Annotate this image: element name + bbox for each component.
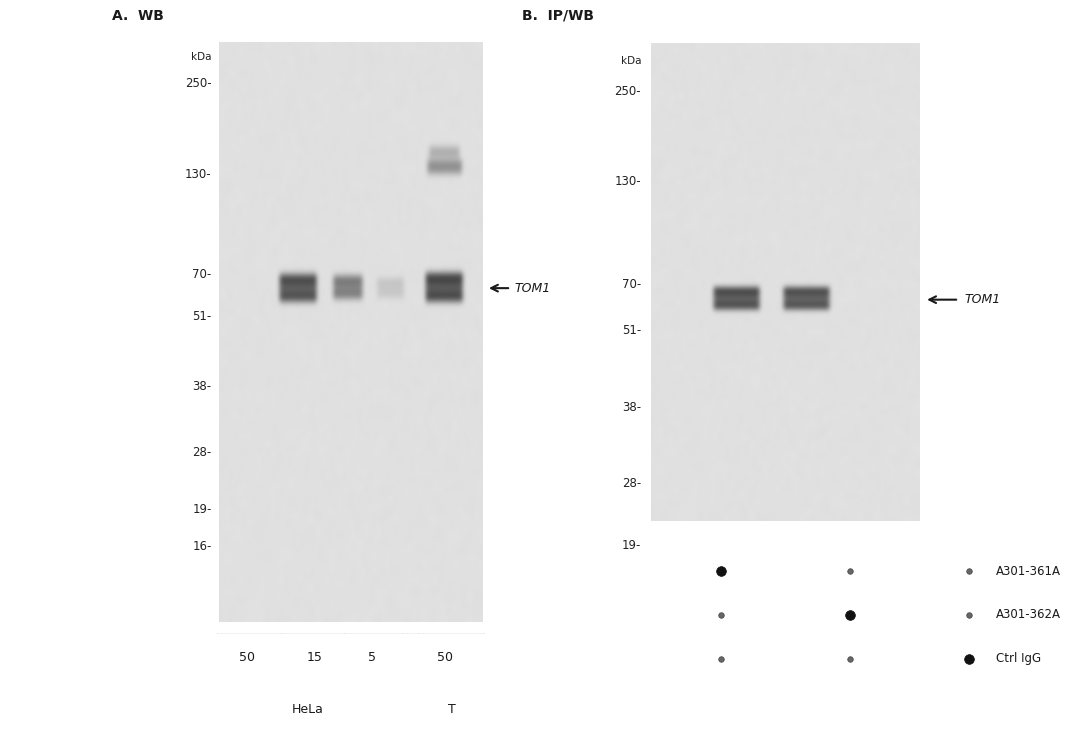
Text: TOM1: TOM1 (964, 293, 1000, 306)
Text: TOM1: TOM1 (515, 282, 551, 295)
Text: 15: 15 (307, 652, 323, 665)
Text: B.  IP/WB: B. IP/WB (522, 9, 594, 23)
Text: 51-: 51- (192, 310, 212, 323)
Text: A.  WB: A. WB (112, 10, 164, 24)
Text: 50: 50 (240, 652, 255, 665)
Text: kDa: kDa (621, 56, 642, 66)
Text: A301-362A: A301-362A (997, 608, 1062, 621)
Text: T: T (448, 703, 456, 716)
Text: Ctrl IgG: Ctrl IgG (997, 652, 1041, 665)
Text: kDa: kDa (191, 52, 212, 62)
Text: 38-: 38- (192, 380, 212, 393)
Text: 70-: 70- (622, 278, 642, 291)
Text: 250-: 250- (185, 77, 212, 91)
Text: 19-: 19- (192, 503, 212, 517)
Text: 16-: 16- (192, 539, 212, 553)
Text: 5: 5 (368, 652, 376, 665)
Text: 250-: 250- (615, 85, 642, 98)
Text: 51-: 51- (622, 324, 642, 338)
Text: 70-: 70- (192, 268, 212, 281)
Text: A301-361A: A301-361A (997, 565, 1062, 578)
Text: HeLa: HeLa (292, 703, 324, 716)
Text: 50: 50 (437, 652, 454, 665)
Text: 28-: 28- (192, 446, 212, 459)
Text: 19-: 19- (622, 539, 642, 552)
Text: 28-: 28- (622, 477, 642, 490)
Text: 38-: 38- (622, 400, 642, 413)
Text: 130-: 130- (185, 168, 212, 181)
Text: 130-: 130- (615, 175, 642, 189)
